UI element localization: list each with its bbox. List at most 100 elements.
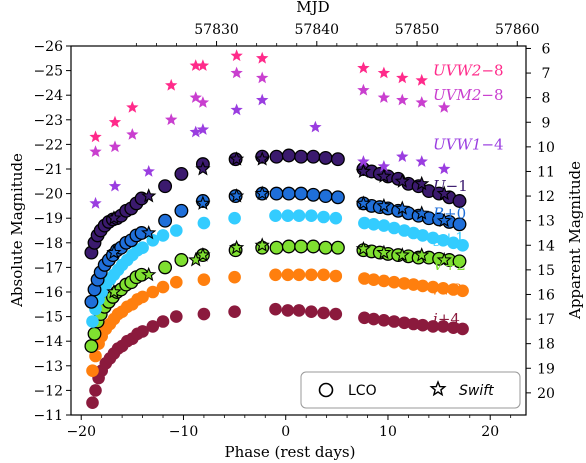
x-tick-label: 20	[481, 424, 499, 440]
data-point	[84, 294, 99, 309]
data-point	[228, 270, 241, 284]
data-point	[156, 280, 170, 294]
data-point	[106, 244, 122, 260]
data-point	[357, 61, 370, 74]
band-label-name: V	[433, 256, 446, 274]
data-point	[367, 273, 381, 287]
data-point	[142, 165, 155, 177]
data-point	[436, 282, 450, 295]
data-point	[141, 224, 157, 240]
legend-label-lco: LCO	[348, 383, 377, 399]
y-tick-label: −26	[33, 39, 63, 55]
data-point	[89, 145, 102, 157]
data-point	[426, 280, 440, 294]
x2-tick-label: 57860	[495, 22, 540, 38]
data-point	[292, 304, 306, 317]
legend: LCO Swift	[300, 371, 521, 409]
data-point	[256, 51, 269, 64]
data-point	[254, 185, 270, 201]
y-tick-label: −20	[33, 187, 63, 203]
data-point	[452, 254, 467, 269]
data-point	[165, 113, 178, 126]
data-point	[329, 307, 343, 321]
data-point	[195, 247, 211, 262]
y2-tick-label: 6	[542, 41, 551, 57]
data-point	[436, 185, 452, 201]
data-point	[197, 307, 211, 321]
data-point	[436, 320, 450, 333]
data-point	[376, 168, 392, 183]
data-point	[377, 160, 391, 172]
data-point	[269, 302, 282, 316]
data-point	[89, 196, 102, 209]
y-tick-label: −24	[33, 88, 63, 104]
band-label-name: UVM2	[433, 86, 481, 104]
data-point	[394, 173, 410, 188]
y2-tick-label: 20	[537, 386, 555, 402]
x-tick-label: 10	[379, 424, 397, 440]
band-label-offset: +0	[444, 204, 466, 222]
y2-tick-label: 12	[537, 189, 555, 205]
data-point	[230, 49, 243, 62]
swift-b	[106, 185, 452, 260]
data-point	[367, 218, 381, 231]
data-point	[394, 247, 410, 262]
data-point	[269, 149, 284, 164]
data-point	[136, 290, 149, 304]
y-axis-title: Absolute Magnitude	[8, 153, 26, 308]
data-point	[195, 195, 211, 210]
data-point	[86, 315, 99, 328]
data-point	[174, 166, 189, 181]
data-point	[318, 240, 333, 255]
data-point	[377, 66, 391, 79]
x2-tick-label: 57830	[194, 22, 239, 38]
top-axis-title: MJD	[296, 0, 329, 16]
data-point	[174, 203, 189, 218]
data-point	[86, 396, 99, 410]
data-point	[416, 279, 430, 293]
data-point	[141, 188, 157, 203]
data-point	[305, 209, 318, 222]
y-tick-label: −22	[33, 137, 63, 153]
data-point	[256, 71, 269, 84]
data-point	[230, 103, 243, 116]
data-point	[269, 209, 282, 222]
data-point	[387, 275, 401, 289]
band-label-offset: −4	[481, 135, 503, 153]
data-point	[377, 314, 391, 327]
data-point	[438, 101, 451, 113]
data-point	[136, 241, 149, 254]
y-tick-label: −23	[33, 113, 63, 129]
data-point	[329, 269, 343, 283]
data-point	[196, 96, 210, 108]
data-point	[146, 320, 160, 333]
data-point	[106, 283, 122, 299]
y-tick-label: −11	[33, 408, 63, 424]
data-point	[294, 149, 309, 164]
data-point	[170, 310, 183, 323]
data-point	[355, 240, 372, 256]
data-point	[106, 210, 122, 225]
y2-tick-label: 18	[537, 337, 555, 353]
data-point	[456, 284, 469, 298]
band-label-name: UVW1	[433, 135, 481, 153]
data-point	[281, 209, 295, 222]
data-point	[355, 195, 372, 210]
data-point	[317, 306, 330, 320]
data-point	[415, 155, 428, 167]
data-point	[396, 150, 409, 162]
data-point	[306, 239, 321, 254]
y-tick-label: −21	[33, 162, 63, 178]
data-point	[317, 210, 330, 224]
data-point	[330, 240, 345, 255]
data-point	[196, 123, 210, 135]
band-label-i: i+4	[433, 310, 460, 328]
data-point	[387, 221, 401, 235]
series-g	[86, 209, 469, 328]
data-point	[189, 125, 202, 138]
band-label-offset: +2	[444, 256, 466, 274]
data-point	[367, 312, 381, 326]
swift-u	[106, 151, 452, 225]
data-point	[230, 66, 243, 79]
